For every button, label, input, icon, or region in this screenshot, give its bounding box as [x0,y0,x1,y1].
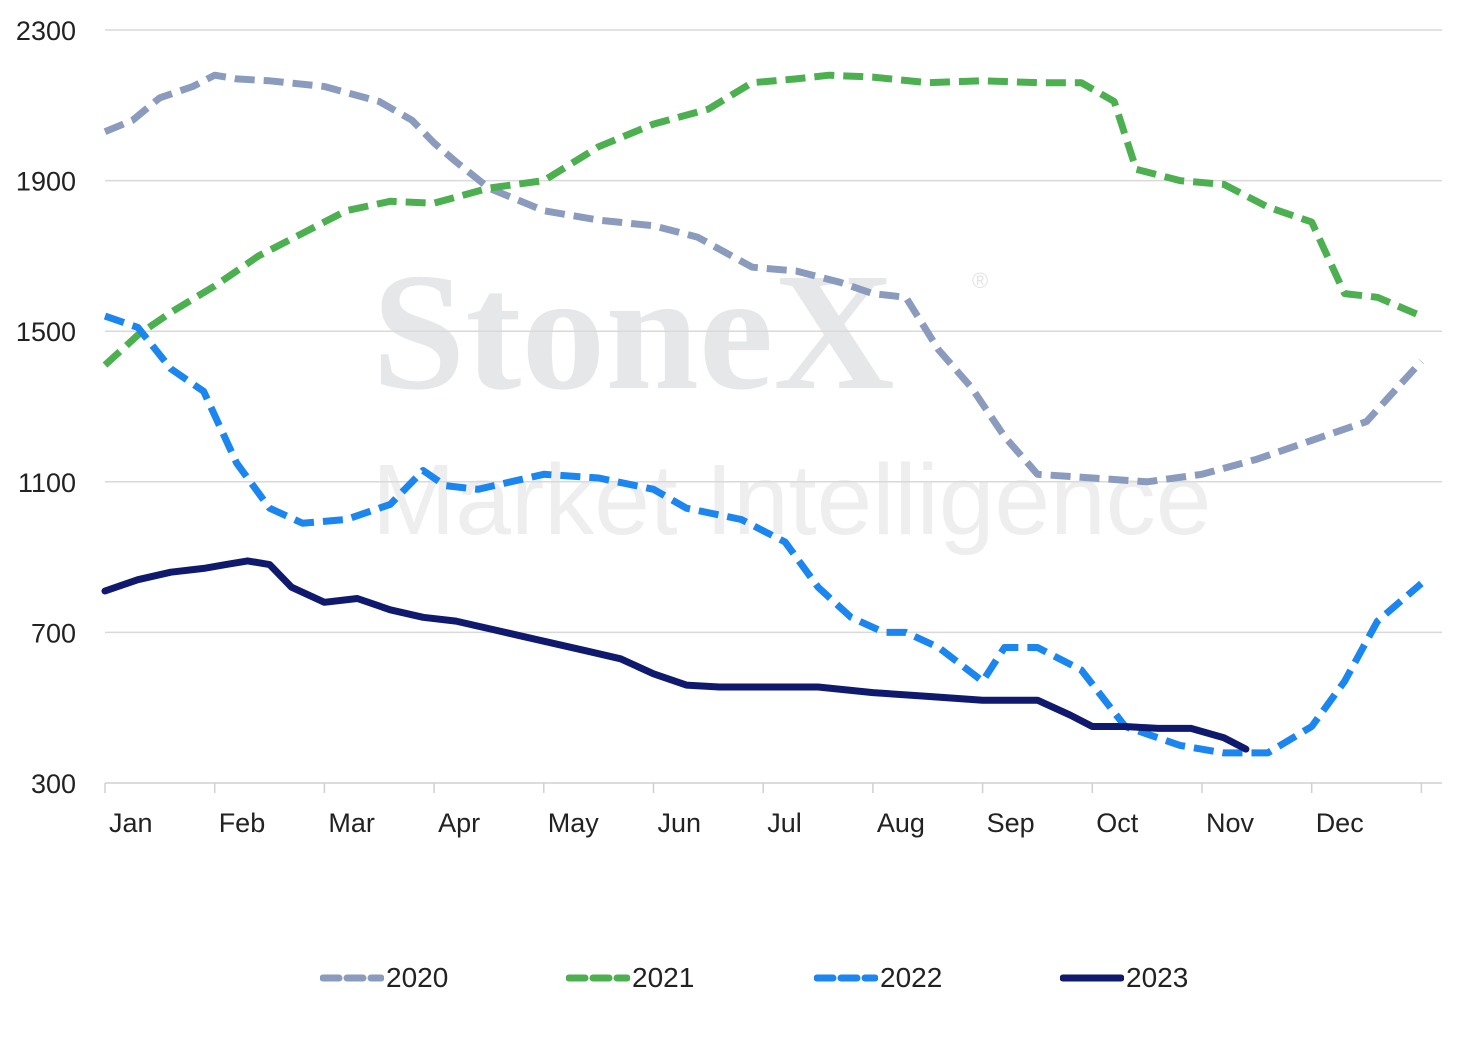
y-tick-label: 1500 [16,317,76,347]
x-tick-label: Nov [1206,808,1255,838]
series-line-2021 [102,71,1423,368]
legend-swatch-2022 [814,974,878,982]
badge-2021: 1,88 mln [570,905,679,935]
legend-label-2021: 2021 [632,962,695,993]
y-tick-label: 300 [31,769,76,799]
gridlines [105,29,1442,634]
series-line-2020 [103,71,1424,486]
series-line-2023 [101,557,1250,753]
x-tick-label: Jun [658,808,702,838]
x-tick-label: Oct [1096,808,1139,838]
watermark: StoneX ® Market Intelligence [372,239,1211,556]
legend-item-2021: 2021 [566,958,694,998]
x-tick-label: Mar [328,808,375,838]
legend-label-2022: 2022 [880,962,943,993]
legend-swatch-2020 [320,974,384,982]
x-tick-label: Aug [877,808,925,838]
badge-2020: 1,15 mln [325,905,434,935]
legend-label-2023: 2023 [1126,962,1189,993]
line-chart: StoneX ® Market Intelligence 300 700 1100 1… [16,16,1442,838]
legend-swatch-2023 [1060,974,1124,982]
legend-item-2020: 2020 [320,958,448,998]
y-axis: 300 700 1100 1500 1900 2300 [16,16,76,799]
x-tick-label: Feb [219,808,266,838]
badge-2023: 0,39 mln [1067,905,1176,935]
x-tick-label: Dec [1316,808,1364,838]
x-tick-label: May [548,808,600,838]
x-tick-label: Apr [438,808,480,838]
legend-item-2023: 2023 [1060,958,1188,998]
y-tick-label: 2300 [16,16,76,46]
y-tick-label: 1900 [16,167,76,197]
y-tick-label: 1100 [18,468,76,498]
series-line-2022 [103,312,1424,757]
y-tick-label: 700 [31,618,76,648]
legend-swatch-2021 [566,974,630,982]
watermark-sub: Market Intelligence [372,444,1211,556]
watermark-main: StoneX [372,239,895,425]
legend-label-2020: 2020 [386,962,449,993]
x-tick-label: Jan [109,808,153,838]
x-tick-label: Jul [767,808,802,838]
series-lines [101,71,1424,757]
badge-2022: 0,38 mln [819,905,928,935]
legend-item-2022: 2022 [814,958,942,998]
x-axis: Jan Feb Mar Apr May Jun Jul Aug Sep Oct Nov Dec [104,782,1442,838]
watermark-registered: ® [972,268,988,293]
x-tick-label: Sep [987,808,1035,838]
